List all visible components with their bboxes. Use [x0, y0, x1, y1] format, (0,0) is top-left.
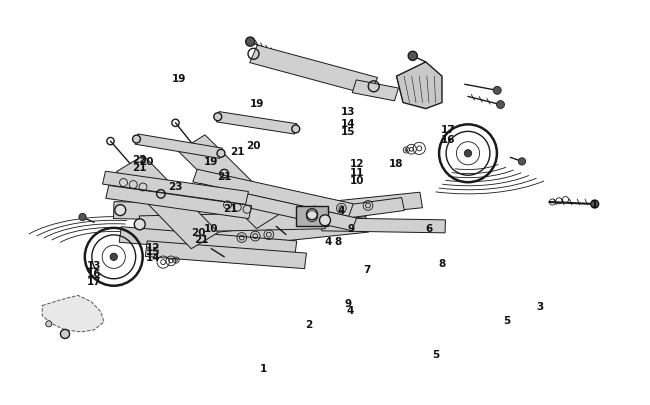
- Polygon shape: [193, 170, 353, 217]
- Text: 18: 18: [389, 159, 404, 169]
- Polygon shape: [179, 136, 283, 229]
- Text: 12: 12: [350, 159, 365, 169]
- Circle shape: [497, 101, 504, 109]
- Polygon shape: [140, 212, 325, 233]
- Circle shape: [307, 209, 317, 220]
- Text: 1: 1: [591, 200, 599, 209]
- Polygon shape: [42, 296, 104, 332]
- Text: 21: 21: [194, 234, 209, 244]
- Polygon shape: [296, 207, 328, 227]
- Polygon shape: [396, 63, 442, 109]
- Text: 14: 14: [341, 119, 355, 128]
- Text: 10: 10: [204, 224, 218, 234]
- Circle shape: [46, 321, 52, 327]
- Text: 9: 9: [344, 299, 351, 309]
- Circle shape: [493, 87, 501, 95]
- Text: 4: 4: [324, 236, 332, 246]
- Polygon shape: [103, 172, 248, 205]
- Text: 16: 16: [441, 135, 456, 145]
- Text: 17: 17: [441, 125, 456, 134]
- Polygon shape: [352, 81, 398, 102]
- Polygon shape: [311, 198, 404, 223]
- Text: 1: 1: [259, 364, 267, 373]
- Circle shape: [115, 205, 125, 216]
- Circle shape: [246, 38, 255, 47]
- Text: 8: 8: [438, 258, 446, 268]
- Polygon shape: [242, 193, 422, 226]
- Polygon shape: [173, 217, 369, 253]
- Text: 15: 15: [341, 127, 355, 136]
- Text: 19: 19: [172, 74, 186, 84]
- Polygon shape: [114, 202, 312, 223]
- Text: 4: 4: [337, 206, 345, 215]
- Text: 23: 23: [168, 181, 183, 191]
- Text: 16: 16: [87, 269, 101, 278]
- Text: 7: 7: [363, 264, 371, 274]
- Polygon shape: [250, 46, 378, 96]
- Circle shape: [408, 52, 417, 61]
- Text: 20: 20: [139, 157, 153, 167]
- Text: 21: 21: [230, 147, 244, 157]
- Text: 15: 15: [146, 246, 160, 256]
- Text: 19: 19: [204, 157, 218, 167]
- Polygon shape: [216, 112, 297, 135]
- Circle shape: [79, 214, 86, 221]
- Circle shape: [217, 150, 225, 158]
- Polygon shape: [196, 184, 356, 231]
- Text: 20: 20: [191, 228, 205, 238]
- Text: 5: 5: [432, 350, 439, 359]
- Text: 13: 13: [87, 260, 101, 270]
- Text: 21: 21: [217, 171, 231, 181]
- Circle shape: [292, 126, 300, 134]
- Text: 21: 21: [224, 204, 238, 213]
- Text: 20: 20: [246, 141, 261, 151]
- Circle shape: [214, 113, 222, 121]
- Circle shape: [133, 136, 140, 144]
- Circle shape: [464, 150, 472, 158]
- Text: 10: 10: [350, 175, 365, 185]
- Polygon shape: [119, 227, 297, 257]
- Text: 22: 22: [133, 155, 147, 165]
- Text: 17: 17: [87, 277, 101, 286]
- Polygon shape: [135, 134, 222, 159]
- Circle shape: [135, 220, 145, 230]
- Circle shape: [60, 330, 70, 339]
- Text: 9: 9: [348, 224, 354, 234]
- Circle shape: [320, 215, 330, 226]
- Text: 3: 3: [536, 301, 543, 311]
- Text: 12: 12: [146, 242, 160, 252]
- Text: 2: 2: [305, 319, 313, 329]
- Text: 5: 5: [503, 315, 511, 325]
- Text: 8: 8: [334, 236, 342, 246]
- Text: 4: 4: [346, 305, 354, 315]
- Text: 13: 13: [341, 107, 355, 116]
- Circle shape: [591, 200, 599, 209]
- Text: 19: 19: [250, 98, 264, 108]
- Polygon shape: [106, 186, 252, 219]
- Text: 21: 21: [133, 163, 147, 173]
- Circle shape: [518, 158, 526, 166]
- Text: 11: 11: [350, 167, 365, 177]
- Polygon shape: [116, 156, 218, 249]
- Polygon shape: [146, 241, 306, 269]
- Text: 14: 14: [146, 252, 160, 262]
- Text: 6: 6: [425, 224, 433, 234]
- Circle shape: [110, 254, 118, 261]
- Polygon shape: [322, 218, 445, 233]
